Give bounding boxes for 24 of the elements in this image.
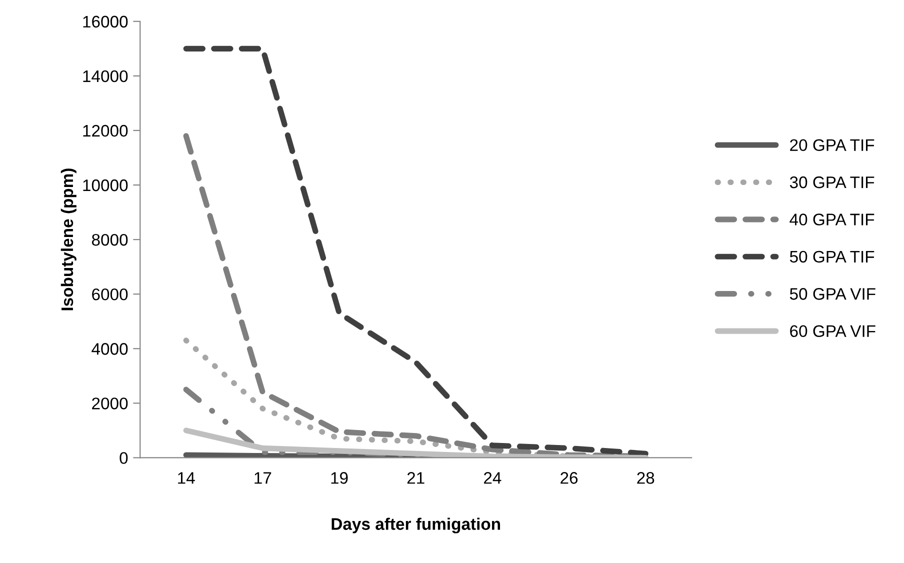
y-tick-label: 6000: [92, 288, 128, 300]
y-tick-label: 0: [120, 452, 128, 464]
x-tick-label: 17: [254, 472, 272, 484]
legend-label: 30 GPA TIF: [790, 176, 874, 188]
x-axis-title: Days after fumigation: [332, 518, 500, 534]
legend-label: 20 GPA TIF: [790, 139, 874, 152]
y-tick-label: 12000: [83, 124, 128, 137]
y-tick-label: 14000: [83, 70, 128, 82]
x-tick-label: 24: [484, 472, 502, 484]
legend-label: 50 GPA TIF: [790, 250, 874, 263]
y-tick-label: 8000: [92, 234, 128, 246]
x-tick-label: 26: [560, 472, 578, 484]
y-tick-label: 4000: [92, 343, 128, 355]
y-tick-label: 16000: [83, 16, 128, 28]
x-tick-label: 28: [637, 472, 654, 484]
legend-label: 50 GPA VIF: [790, 288, 876, 300]
legend-label: 60 GPA VIF: [790, 325, 876, 338]
y-tick-label: 2000: [92, 398, 128, 410]
y-tick-label: 10000: [83, 179, 128, 192]
legend-label: 40 GPA TIF: [790, 214, 874, 226]
y-axis-title: Isobutylene (ppm): [60, 168, 76, 310]
x-tick-label: 14: [178, 472, 195, 484]
x-tick-label: 21: [407, 472, 424, 484]
x-tick-label: 19: [331, 472, 348, 484]
